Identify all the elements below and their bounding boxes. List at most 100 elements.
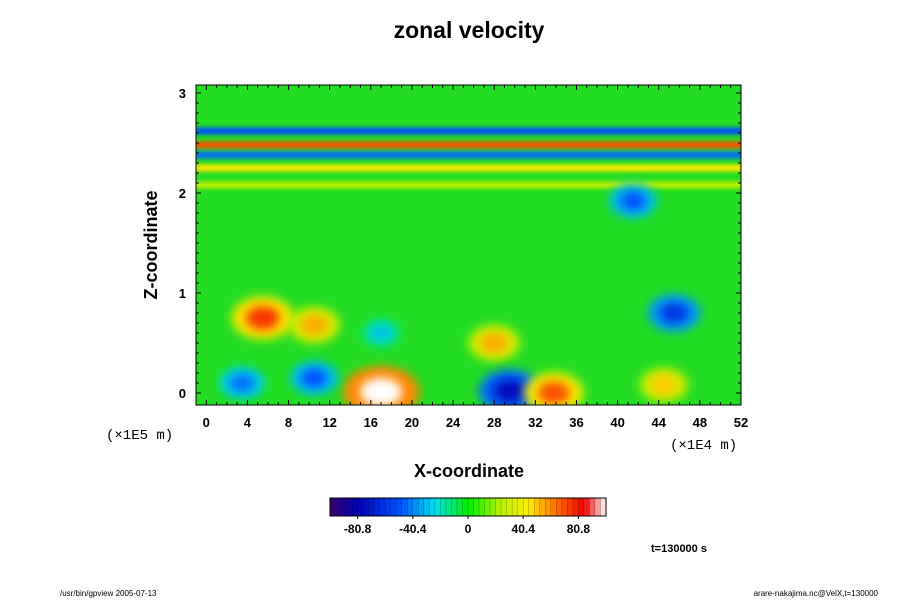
- colorbar: -80.8 -40.4 0 40.4 80.8: [329, 497, 607, 536]
- velocity-band: [196, 164, 741, 172]
- colorbar-tick-label: -80.8: [344, 522, 372, 536]
- colorbar-bin: [462, 498, 469, 516]
- colorbar-bin: [567, 498, 574, 516]
- colorbar-bin: [363, 498, 370, 516]
- time-label: t=130000 s: [651, 543, 707, 555]
- velocity-core: [619, 191, 647, 211]
- colorbar-bin: [512, 498, 519, 516]
- velocity-core: [370, 325, 392, 341]
- velocity-core: [492, 379, 527, 403]
- colorbar-bin: [346, 498, 353, 516]
- colorbar-bin: [572, 498, 579, 516]
- colorbar-bin: [545, 498, 552, 516]
- colorbar-bin: [385, 498, 392, 516]
- velocity-core: [300, 315, 329, 335]
- colorbar-bin: [423, 498, 430, 516]
- colorbar-bin: [341, 498, 347, 516]
- x-tick-label: 52: [734, 415, 748, 430]
- x-tick-label: 16: [364, 415, 378, 430]
- colorbar-bin: [556, 498, 563, 516]
- colorbar-bin: [501, 498, 508, 516]
- velocity-core: [650, 375, 678, 395]
- x-tick-label: 24: [446, 415, 461, 430]
- x-tick-label: 36: [569, 415, 583, 430]
- footer-right: arare-nakajima.nc@VelX,t=130000: [754, 589, 879, 598]
- x-tick-label: 48: [693, 415, 707, 430]
- colorbar-bin: [396, 498, 403, 516]
- colorbar-bin: [484, 498, 491, 516]
- colorbar-bin: [445, 498, 452, 516]
- x-tick-label: 8: [285, 415, 292, 430]
- velocity-band: [196, 151, 741, 159]
- colorbar-bin: [490, 498, 496, 516]
- colorbar-bin: [352, 498, 358, 516]
- colorbar-bin: [401, 498, 408, 516]
- colorbar-bin: [495, 498, 502, 516]
- colorbar-bin: [335, 498, 342, 516]
- colorbar-bin: [550, 498, 557, 516]
- y-axis-label: Z-coordinate: [141, 190, 161, 299]
- colorbar-bin: [440, 498, 447, 516]
- colorbar-tick-label: 80.8: [567, 522, 591, 536]
- velocity-band: [196, 141, 741, 149]
- colorbar-bin: [589, 498, 596, 516]
- y-tick-label: 0: [179, 386, 186, 401]
- colorbar-bins: [329, 497, 607, 517]
- colorbar-bin: [468, 498, 474, 516]
- x-tick-label: 20: [405, 415, 419, 430]
- x-tick-label: 44: [652, 415, 667, 430]
- x-ticks: 0 4 8 12 16 20 24 28 32 36 40 44 48 52: [203, 85, 748, 430]
- colorbar-bin: [374, 498, 381, 516]
- colorbar-bin: [429, 498, 436, 516]
- colorbar-bin: [390, 498, 397, 516]
- colorbar-bin: [379, 498, 386, 516]
- colorbar-bin: [418, 498, 425, 516]
- velocity-core: [480, 333, 509, 353]
- velocity-core: [659, 302, 689, 324]
- colorbar-bin: [600, 498, 607, 516]
- colorbar-bin: [517, 498, 524, 516]
- x-tick-label: 40: [610, 415, 624, 430]
- colorbar-bin: [583, 498, 590, 516]
- colorbar-bin: [473, 498, 480, 516]
- colorbar-tick-label: 40.4: [512, 522, 536, 536]
- velocity-field: [196, 127, 741, 405]
- colorbar-bin: [539, 498, 546, 516]
- velocity-band: [196, 181, 741, 189]
- colorbar-bin: [456, 498, 463, 516]
- x-tick-label: 12: [322, 415, 336, 430]
- colorbar-bin: [451, 498, 458, 516]
- colorbar-bin: [412, 498, 419, 516]
- y-tick-label: 3: [179, 86, 186, 101]
- y-ticks: 0 1 2 3: [179, 86, 741, 401]
- colorbar-tick-label: 0: [465, 522, 472, 536]
- colorbar-ticks: -80.8 -40.4 0 40.4 80.8: [344, 516, 590, 536]
- y-tick-label: 2: [179, 186, 186, 201]
- velocity-core: [229, 374, 255, 392]
- x-tick-label: 4: [244, 415, 252, 430]
- x-scale-note: (×1E4 m): [670, 438, 737, 454]
- velocity-core: [301, 368, 328, 388]
- colorbar-bin: [594, 498, 601, 516]
- x-tick-label: 32: [528, 415, 542, 430]
- velocity-core: [360, 377, 403, 405]
- y-scale-note: (×1E5 m): [106, 428, 173, 444]
- x-axis-label: X-coordinate: [414, 461, 524, 481]
- chart-title: zonal velocity: [394, 17, 545, 43]
- footer-left: /usr/bin/gpview 2005-07-13: [60, 589, 157, 598]
- colorbar-bin: [578, 498, 585, 516]
- y-tick-label: 1: [179, 286, 186, 301]
- colorbar-bin: [407, 498, 414, 516]
- x-tick-label: 28: [487, 415, 501, 430]
- colorbar-bin: [368, 498, 375, 516]
- colorbar-bin: [330, 498, 336, 516]
- velocity-band: [196, 127, 741, 135]
- colorbar-bin: [534, 498, 541, 516]
- colorbar-tick-label: -40.4: [399, 522, 427, 536]
- plot-frame: [195, 84, 742, 406]
- plot-background: [196, 85, 741, 405]
- colorbar-bin: [523, 498, 530, 516]
- colorbar-bin: [561, 498, 568, 516]
